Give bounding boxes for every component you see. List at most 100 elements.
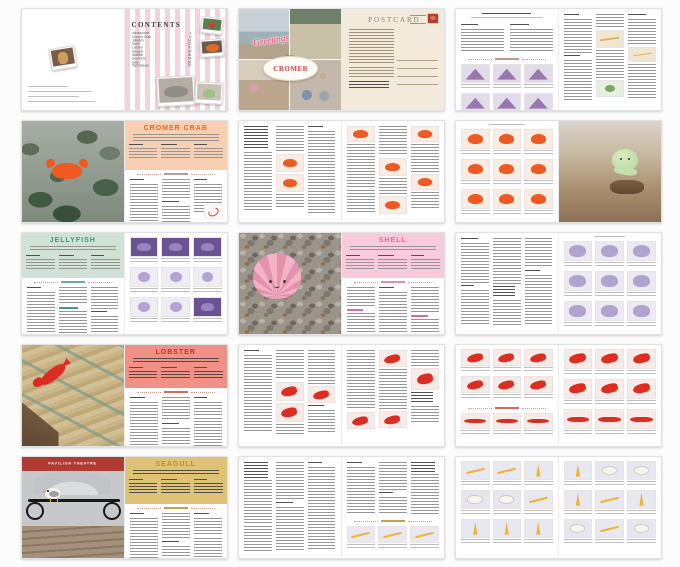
step-photo <box>461 129 490 149</box>
inline-photo <box>275 403 304 422</box>
step-photo <box>563 379 593 399</box>
step-photo <box>627 490 656 509</box>
step-photo <box>193 297 222 317</box>
step-photo <box>563 409 593 429</box>
photo-jellyfish-on-beach <box>558 121 661 222</box>
step-caption <box>627 481 656 487</box>
toc-row[interactable]: Shell 22 <box>131 42 191 47</box>
step-caption <box>595 322 625 328</box>
step-photo <box>563 349 593 369</box>
spread-seagull[interactable]: PAVILION THEATRE SEAGULL <box>21 456 228 559</box>
crab-step-grid <box>456 127 558 220</box>
toc-row[interactable]: Seahorse 54 <box>131 57 191 61</box>
step-photo <box>346 526 376 543</box>
inline-photo <box>410 174 440 190</box>
step-caption <box>492 510 521 516</box>
toc-row[interactable]: Starfish 46 <box>131 53 191 58</box>
inline-photo <box>378 196 407 214</box>
toc-row[interactable]: Seagull 38 <box>131 50 191 54</box>
seagull-wing <box>49 491 60 497</box>
step-photo <box>563 301 593 321</box>
step-caption <box>461 210 490 216</box>
step-photo <box>524 349 553 366</box>
photo-polaroid <box>48 45 78 71</box>
step-photo <box>595 271 625 291</box>
spread-techniques[interactable] <box>455 8 662 111</box>
lobster-step-grid <box>559 345 662 440</box>
shell-pattern-page: SHELL <box>341 233 444 334</box>
lobster-claw-steps-page <box>456 345 559 446</box>
step-photo <box>595 301 625 321</box>
step-caption <box>461 84 490 90</box>
step-photo <box>410 526 439 543</box>
imprint-text <box>28 86 101 104</box>
spread-lobster[interactable]: LOBSTER <box>21 344 228 447</box>
toc-row[interactable]: Jellyfish 14 <box>131 39 191 43</box>
polaroid-image <box>50 47 75 67</box>
crab-text-left-page <box>239 121 342 222</box>
starfish-shape <box>207 21 217 31</box>
step-photo <box>461 93 490 110</box>
toc-row[interactable]: Cromer Crab 6 <box>131 35 191 39</box>
crab-pattern-columns <box>125 177 228 222</box>
inline-photo <box>275 382 304 401</box>
crab-toy-shape <box>52 163 83 180</box>
step-photo <box>563 461 593 480</box>
step-caption <box>461 539 490 545</box>
step-caption <box>563 400 593 406</box>
text-columns <box>239 121 341 215</box>
postcard-place-word: CROMER <box>273 64 309 73</box>
section-divider <box>354 281 433 283</box>
toc-row[interactable]: Lobster 30 <box>131 46 191 50</box>
step-photo <box>595 241 625 261</box>
spread-jellyfish[interactable]: JELLYFISH <box>21 232 228 335</box>
toc-row[interactable]: Techniques 70 <box>131 64 191 68</box>
spread-shell[interactable]: SHELL <box>238 232 445 335</box>
step-caption <box>627 322 656 328</box>
step-caption <box>129 318 159 324</box>
postcard-back-page: POSTCARD <box>341 9 444 110</box>
step-caption <box>524 430 553 436</box>
toc-row[interactable]: Introduction 4 <box>131 32 191 36</box>
spread-shell-steps[interactable] <box>455 232 662 335</box>
step-caption <box>563 430 593 436</box>
section-divider <box>468 407 546 409</box>
spread-cromer-crab[interactable]: CROMER CRAB <box>21 120 228 223</box>
jellyfish-eye <box>619 157 622 160</box>
step-photo <box>461 490 490 509</box>
step-caption <box>461 367 490 373</box>
step-photo <box>563 271 593 291</box>
step-caption <box>129 258 159 264</box>
shell-toy-shape <box>253 253 302 300</box>
step-caption <box>627 430 656 436</box>
step-caption <box>461 510 490 516</box>
spread-contents[interactable]: CONTENTS Introduction 4 Cromer Crab 6 Jell… <box>21 8 228 111</box>
jellyfish-shape <box>202 88 216 99</box>
crab-shape <box>205 43 219 53</box>
step-photo <box>524 64 553 83</box>
spread-seagull-pattern-text[interactable] <box>238 456 445 559</box>
photo-polaroid-jellyfish <box>194 81 224 105</box>
photo-seagull-on-bench: PAVILION THEATRE <box>22 457 124 558</box>
postcard-back: POSTCARD <box>341 9 444 110</box>
step-photo <box>492 519 521 538</box>
shell-eye <box>268 279 272 283</box>
step-photo <box>378 526 408 543</box>
step-caption <box>627 370 656 376</box>
toc-row[interactable]: Seal 62 <box>131 61 191 65</box>
step-photo <box>492 129 521 149</box>
step-photo <box>492 461 521 480</box>
step-caption <box>524 539 553 545</box>
spread-seagull-steps[interactable] <box>455 456 662 559</box>
techniques-text-columns <box>559 9 662 102</box>
spread-crab-steps[interactable] <box>455 120 662 223</box>
spread-lobster-steps[interactable] <box>455 344 662 447</box>
spread-postcard[interactable]: Greetings from CROMER POSTCARD <box>238 8 445 111</box>
bench-planks <box>22 526 124 558</box>
jellyfish-toy-shape <box>611 149 638 171</box>
materials-columns <box>128 144 224 160</box>
step-caption <box>461 180 490 186</box>
step-photo <box>193 267 222 287</box>
spread-crab-pattern-text[interactable] <box>238 120 445 223</box>
spread-lobster-pattern-text[interactable] <box>238 344 445 447</box>
